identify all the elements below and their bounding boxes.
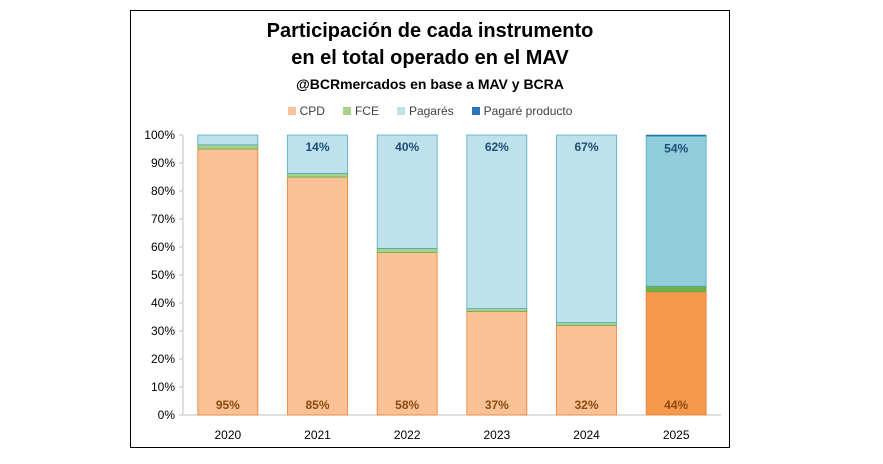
- y-tick-label: 100%: [144, 128, 175, 142]
- bar-pagar-s-2025: [645, 136, 707, 287]
- x-tick-label: 2024: [573, 428, 600, 442]
- bar-cpd-2025: [645, 291, 707, 416]
- bar-fce-2022: [376, 247, 438, 253]
- legend-label-fce: FCE: [354, 104, 379, 118]
- y-tick-label: 30%: [151, 324, 175, 338]
- data-label-pagar-s-2022: 40%: [395, 140, 419, 154]
- y-tick-label: 10%: [151, 380, 175, 394]
- x-tick-label: 2022: [394, 428, 421, 442]
- x-tick-label: 2025: [663, 428, 690, 442]
- chart-subtitle: @BCRmercados en base a MAV y BCRA: [296, 76, 564, 92]
- bar-cpd-2023: [466, 310, 528, 416]
- legend-label-pagare-producto: Pagaré producto: [483, 104, 573, 118]
- bar-fce-2021: [287, 172, 348, 178]
- data-label-cpd-2021: 85%: [305, 398, 329, 412]
- data-label-cpd-2023: 37%: [485, 398, 509, 412]
- bar-fce-2025: [645, 285, 707, 293]
- data-label-cpd-2025: 44%: [664, 398, 688, 412]
- data-label-cpd-2024: 32%: [574, 398, 598, 412]
- legend: CPD FCE Pagarés Pagaré producto: [131, 104, 729, 118]
- bar-cpd-2021: [287, 176, 348, 416]
- x-tick-label: 2021: [304, 428, 331, 442]
- bar-cpd-2022: [376, 252, 438, 416]
- bar-pagar-s-2022: [376, 134, 438, 249]
- chart-frame: Participación de cada instrumento en el …: [130, 10, 730, 448]
- bar-fce-2024: [556, 322, 617, 326]
- legend-swatch-pagares: [396, 107, 405, 115]
- data-label-cpd-2020: 95%: [216, 398, 240, 412]
- bar-fce-2023: [466, 308, 528, 312]
- y-tick-label: 40%: [151, 296, 175, 310]
- data-label-pagar-s-2024: 67%: [574, 140, 598, 154]
- legend-item-pagare-producto: Pagaré producto: [471, 104, 573, 118]
- bar-pagar-s-2021: [287, 134, 348, 174]
- bar-fce-2020: [197, 144, 259, 150]
- data-label-pagar-s-2021: 14%: [305, 140, 329, 154]
- bar-pagar-producto-2025: [645, 134, 707, 137]
- y-tick-label: 20%: [151, 352, 175, 366]
- legend-swatch-pagare-producto: [471, 107, 480, 115]
- y-tick-label: 90%: [151, 156, 175, 170]
- data-label-cpd-2022: 58%: [395, 398, 419, 412]
- x-tick-label: 2020: [214, 428, 241, 442]
- chart-title: Participación de cada instrumento: [266, 20, 594, 42]
- y-tick-label: 70%: [151, 212, 175, 226]
- y-tick-label: 50%: [151, 268, 175, 282]
- bar-pagar-s-2020: [197, 134, 259, 146]
- legend-label-pagares: Pagarés: [408, 104, 454, 118]
- y-tick-label: 60%: [151, 240, 175, 254]
- x-tick-label: 2023: [483, 428, 510, 442]
- bar-pagar-s-2024: [556, 134, 617, 324]
- legend-item-cpd: CPD: [287, 104, 325, 118]
- bar-pagar-s-2023: [466, 134, 528, 310]
- legend-swatch-fce: [342, 107, 351, 115]
- legend-item-fce: FCE: [342, 104, 379, 118]
- legend-label-cpd: CPD: [299, 104, 325, 118]
- plot-area: 0% 10% 20% 30% 40% 50% 60% 70% 80% 90% 100% 95% 2020…: [144, 128, 721, 442]
- data-label-pagar-s-2025: 54%: [664, 141, 688, 155]
- chart-title-line2: en el total operado en el MAV: [291, 47, 569, 69]
- bar-cpd-2024: [556, 324, 617, 416]
- data-label-pagar-s-2023: 62%: [485, 140, 509, 154]
- y-tick-label: 80%: [151, 184, 175, 198]
- bar-cpd-2020: [197, 148, 259, 416]
- legend-swatch-cpd: [287, 107, 296, 115]
- y-tick-label: 0%: [158, 408, 176, 422]
- legend-item-pagares: Pagarés: [396, 104, 454, 118]
